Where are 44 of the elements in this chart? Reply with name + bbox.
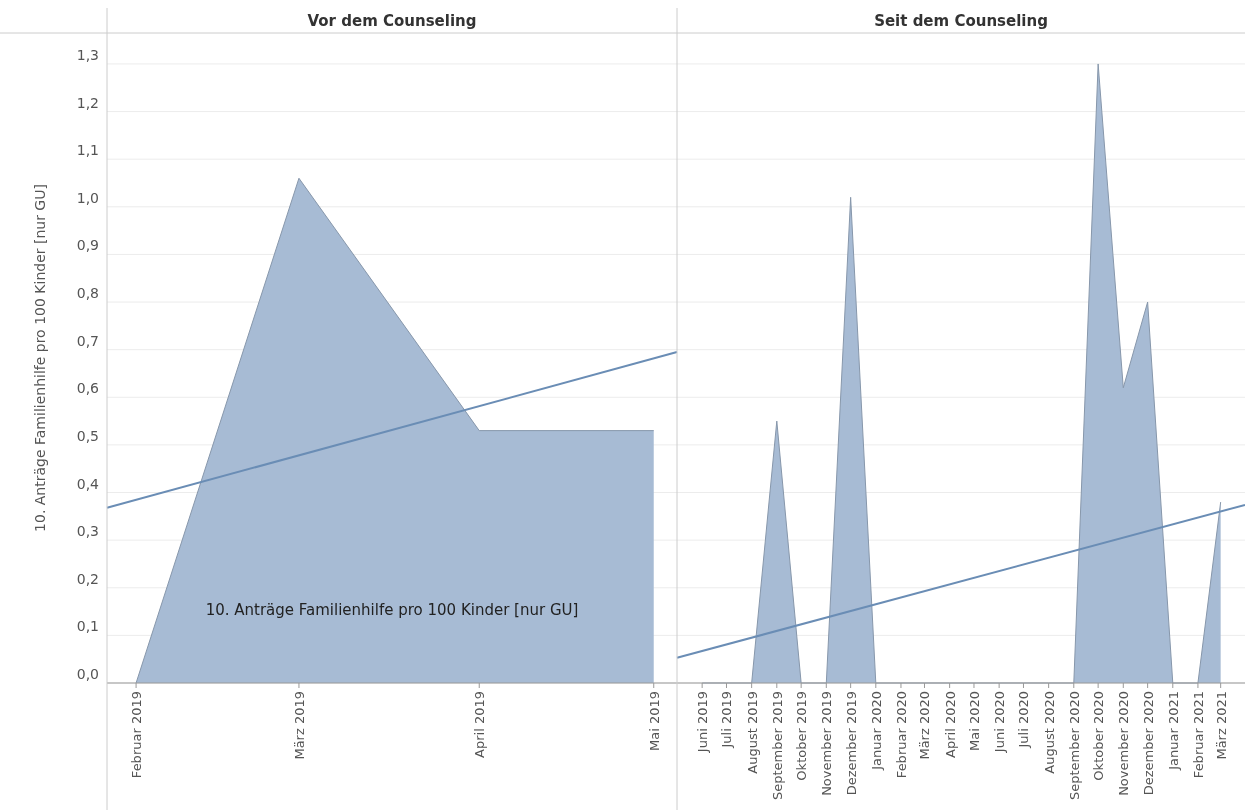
x-tick-label: Juni 2019 (695, 691, 711, 754)
x-tick-label: Dezember 2020 (1140, 691, 1156, 796)
y-tick-label: 0,9 (76, 237, 99, 254)
y-tick-label: 1,0 (76, 189, 99, 206)
x-tick-label: April 2019 (472, 691, 488, 758)
chart-title: Vor dem Counseling (307, 12, 477, 30)
y-tick-label: 1,3 (76, 46, 99, 63)
y-tick-label: 0,7 (76, 332, 99, 349)
x-tick-label: September 2019 (769, 691, 785, 801)
y-tick-label: 0,4 (76, 475, 100, 492)
chart-title: Seit dem Counseling (874, 12, 1048, 30)
y-tick-label: 0,5 (76, 427, 99, 444)
x-tick-label: Februar 2020 (893, 691, 909, 779)
x-tick-label: November 2020 (1116, 691, 1132, 796)
y-tick-label: 1,1 (76, 142, 99, 159)
x-tick-label: Juni 2020 (992, 691, 1008, 754)
x-tick-label: März 2020 (917, 691, 933, 760)
x-tick-label: August 2020 (1041, 691, 1057, 774)
y-tick-label: 0,1 (76, 618, 99, 635)
y-tick-label: 1,2 (76, 94, 99, 111)
x-tick-label: Oktober 2019 (794, 691, 810, 781)
series-label: 10. Anträge Familienhilfe pro 100 Kinder [nur GU] (205, 600, 579, 619)
x-tick-label: Mai 2019 (646, 691, 662, 752)
x-tick-label: April 2020 (942, 691, 958, 758)
y-tick-label: 0,6 (76, 380, 100, 397)
x-tick-label: März 2021 (1213, 691, 1229, 760)
y-tick-label: 0,0 (76, 666, 99, 682)
x-tick-label: November 2019 (819, 691, 835, 796)
x-tick-label: Mai 2020 (966, 691, 982, 752)
x-tick-label: September 2020 (1066, 691, 1082, 801)
x-tick-label: August 2019 (744, 691, 760, 774)
x-tick-label: März 2019 (291, 691, 307, 760)
y-axis-title: 10. Anträge Familienhilfe pro 100 Kinder [nur GU] (32, 184, 48, 532)
y-tick-label: 0,3 (76, 523, 99, 540)
y-tick-label: 0,8 (76, 285, 99, 302)
x-tick-label: Juli 2020 (1016, 691, 1032, 749)
x-tick-label: Februar 2021 (1190, 691, 1206, 779)
y-tick-label: 0,2 (76, 570, 99, 587)
x-tick-label: Februar 2019 (129, 691, 145, 779)
x-tick-label: Januar 2021 (1165, 691, 1181, 771)
x-tick-label: Dezember 2019 (843, 691, 859, 796)
x-tick-label: Januar 2020 (868, 691, 884, 771)
x-tick-label: Oktober 2020 (1091, 691, 1107, 781)
x-tick-label: Juli 2019 (719, 691, 735, 749)
